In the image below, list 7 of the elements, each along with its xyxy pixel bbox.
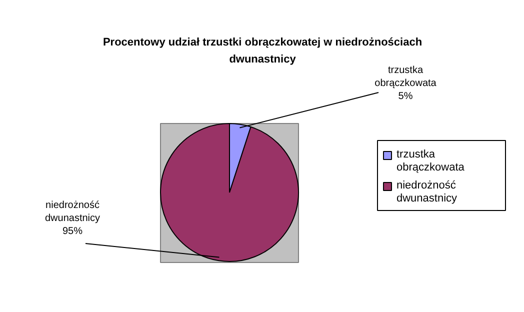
data-label: 5%	[398, 91, 413, 102]
legend-label: niedrożność dwunastnicy	[396, 180, 458, 204]
legend-label: trzustka obrączkowata	[396, 148, 466, 174]
chart-title: Procentowy udział trzustki obrączkowatej w niedrożnościach dwunastnicy	[102, 36, 422, 66]
slice-label: trzustka obrączkowata	[374, 65, 437, 89]
slice-label: niedrożność dwunastnicy	[44, 200, 100, 224]
data-label: 95%	[62, 226, 83, 237]
